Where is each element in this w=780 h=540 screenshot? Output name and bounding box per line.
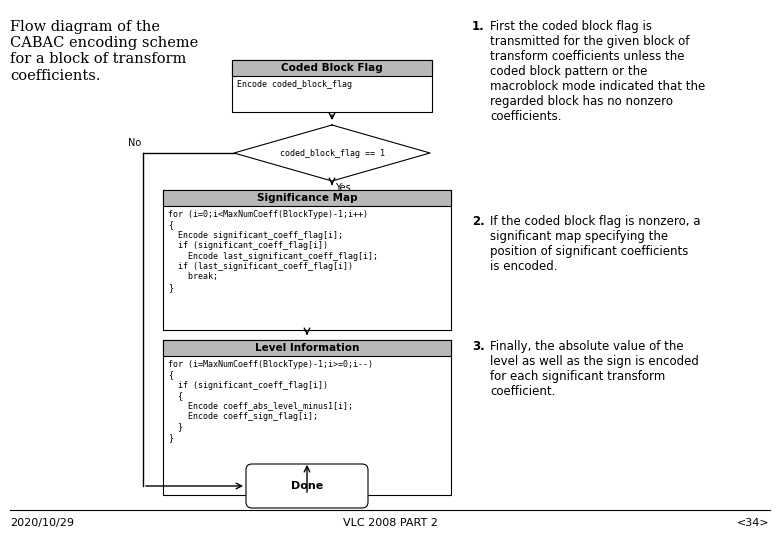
Text: Yes: Yes: [335, 183, 351, 193]
Text: 3.: 3.: [472, 340, 484, 353]
Text: Done: Done: [291, 481, 323, 491]
Text: If the coded block flag is nonzero, a
significant map specifying the
position of: If the coded block flag is nonzero, a si…: [490, 215, 700, 273]
FancyBboxPatch shape: [163, 190, 451, 330]
Text: 2.: 2.: [472, 215, 484, 228]
Text: Finally, the absolute value of the
level as well as the sign is encoded
for each: Finally, the absolute value of the level…: [490, 340, 699, 398]
Text: Encode coded_block_flag: Encode coded_block_flag: [237, 80, 352, 89]
FancyBboxPatch shape: [246, 464, 368, 508]
Text: Coded Block Flag: Coded Block Flag: [281, 63, 383, 73]
FancyBboxPatch shape: [163, 190, 451, 206]
Text: 2020/10/29: 2020/10/29: [10, 518, 74, 528]
FancyBboxPatch shape: [163, 340, 451, 356]
Text: Level Information: Level Information: [255, 343, 359, 353]
Text: 1.: 1.: [472, 20, 484, 33]
Text: <34>: <34>: [737, 518, 770, 528]
Polygon shape: [234, 125, 430, 181]
Text: Significance Map: Significance Map: [257, 193, 357, 203]
Text: coded_block_flag == 1: coded_block_flag == 1: [279, 148, 385, 158]
FancyBboxPatch shape: [163, 340, 451, 495]
FancyBboxPatch shape: [232, 60, 432, 112]
Text: First the coded block flag is
transmitted for the given block of
transform coeff: First the coded block flag is transmitte…: [490, 20, 705, 123]
Text: VLC 2008 PART 2: VLC 2008 PART 2: [342, 518, 438, 528]
Text: Flow diagram of the
CABAC encoding scheme
for a block of transform
coefficients.: Flow diagram of the CABAC encoding schem…: [10, 20, 198, 83]
Text: No: No: [128, 138, 141, 148]
Text: for (i=MaxNumCoeff(BlockType)-1;i>=0;i--)
{
  if (significant_coeff_flag[i])
  {: for (i=MaxNumCoeff(BlockType)-1;i>=0;i--…: [168, 360, 373, 442]
Text: for (i=0;i<MaxNumCoeff(BlockType)-1;i++)
{
  Encode significant_coeff_flag[i];
 : for (i=0;i<MaxNumCoeff(BlockType)-1;i++)…: [168, 210, 378, 292]
FancyBboxPatch shape: [232, 60, 432, 76]
